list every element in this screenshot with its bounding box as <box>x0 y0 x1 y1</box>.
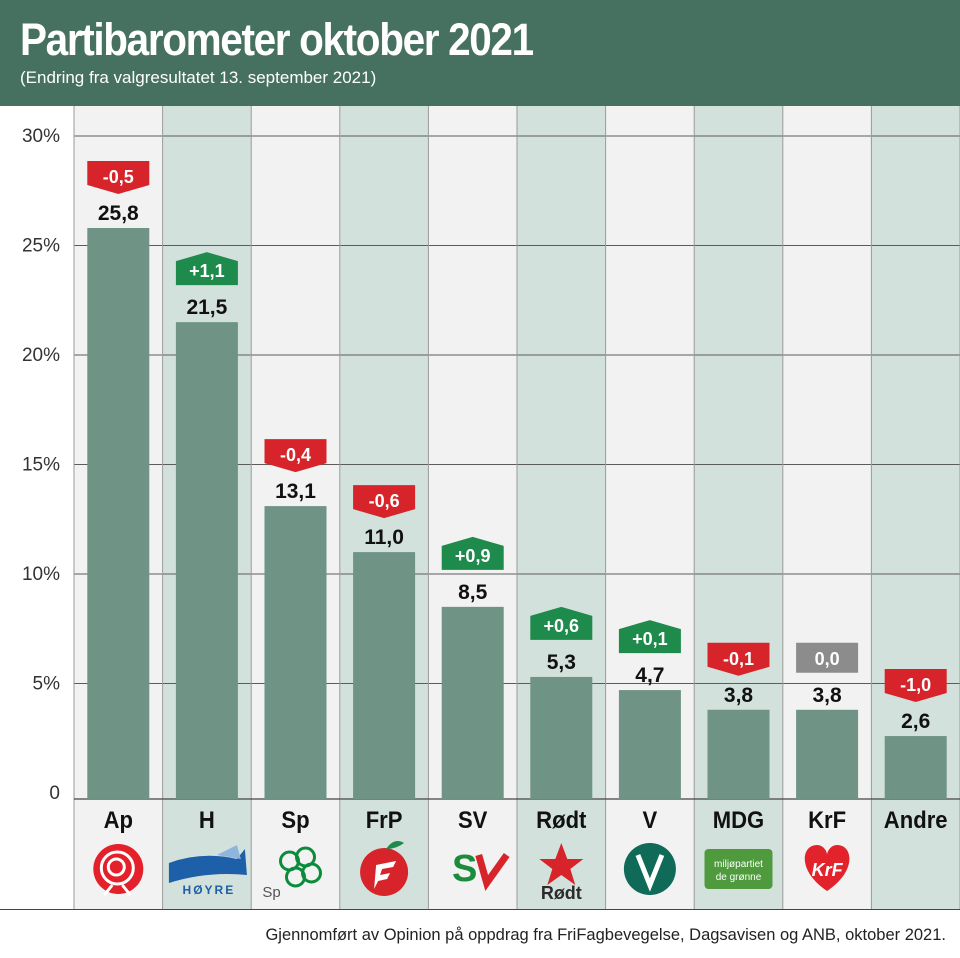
bar-value-label: 3,8 <box>812 684 842 707</box>
bar-value-label: 3,8 <box>724 684 754 707</box>
bar <box>618 690 681 799</box>
change-label: -0,1 <box>723 649 754 669</box>
chart-title: Partibarometer oktober 2021 <box>20 14 534 65</box>
change-label: -0,6 <box>369 491 400 511</box>
svg-text:miljøpartiet: miljøpartiet <box>714 859 763 870</box>
ap-rose-icon <box>93 844 144 896</box>
change-badge: -0,5 <box>87 160 150 194</box>
category-label: Ap <box>104 806 133 833</box>
change-badge-shape <box>884 669 947 703</box>
category-label: H <box>199 806 215 833</box>
bar-value-label: 13,1 <box>275 480 316 503</box>
change-label: 0,0 <box>815 649 840 669</box>
change-label: +0,1 <box>632 629 668 649</box>
venstre-logo-icon <box>623 843 676 895</box>
svg-text:S: S <box>452 848 477 890</box>
change-badge: +0,1 <box>618 620 681 654</box>
change-badge: -0,6 <box>353 485 416 519</box>
change-badge: -0,1 <box>707 642 770 676</box>
mdg-logo-icon: miljøpartiet de grønne <box>704 849 773 889</box>
svg-text:Sp: Sp <box>262 884 280 901</box>
svg-text:de grønne: de grønne <box>716 872 762 883</box>
y-tick-label: 20% <box>22 345 60 366</box>
sp-clover-icon: Sp <box>262 846 322 901</box>
bar <box>707 709 770 799</box>
rodt-star-icon: Rødt <box>539 843 584 903</box>
y-tick-label: 25% <box>22 236 60 257</box>
category-label: SV <box>458 806 488 833</box>
change-badge: 0,0 <box>796 642 859 673</box>
change-badge-shape <box>175 252 238 286</box>
bar-chart: 0 5% 10% 15% 20% 25% 30% 25,8 -0,5 21,5 +1,1 13,1 -0… <box>0 106 960 910</box>
category-label: KrF <box>808 806 846 833</box>
change-label: -1,0 <box>900 675 931 695</box>
change-badge-shape <box>618 620 681 654</box>
bar-value-label: 4,7 <box>635 664 664 687</box>
change-badge: +0,9 <box>441 536 504 570</box>
bar <box>530 676 593 799</box>
change-badge-shape <box>353 485 416 519</box>
bar-value-label: 21,5 <box>186 296 227 319</box>
chart-subtitle: (Endring fra valgresultatet 13. septembe… <box>20 68 377 87</box>
category-label: Sp <box>281 806 309 833</box>
change-badge: -1,0 <box>884 669 947 703</box>
change-label: +1,1 <box>189 261 225 281</box>
svg-text:KrF: KrF <box>812 860 844 880</box>
change-label: +0,6 <box>544 616 580 636</box>
bar-value-label: 25,8 <box>98 202 139 225</box>
header-banner: Partibarometer oktober 2021 (Endring fra… <box>0 0 960 106</box>
category-label: FrP <box>366 806 403 833</box>
svg-text:HØYRE: HØYRE <box>183 883 236 897</box>
change-badge-shape <box>796 642 859 673</box>
sv-logo-icon: S <box>452 848 510 891</box>
change-badge: +1,1 <box>175 252 238 286</box>
y-tick-label: 30% <box>22 126 60 147</box>
change-badge: +0,6 <box>530 606 593 640</box>
category-label: Andre <box>884 806 948 833</box>
category-label: Rødt <box>536 806 587 833</box>
change-badge-shape <box>264 439 327 473</box>
y-tick-label: 15% <box>22 455 60 476</box>
bar-value-label: 5,3 <box>547 651 576 674</box>
source-note: Gjennomført av Opinion på oppdrag fra Fr… <box>265 926 946 944</box>
hoyre-logo-icon: HØYRE <box>168 845 247 897</box>
change-badge-shape <box>441 536 504 570</box>
change-label: -0,4 <box>280 445 311 465</box>
bar <box>441 606 504 799</box>
change-label: +0,9 <box>455 546 491 566</box>
category-label: V <box>643 806 658 833</box>
bar <box>796 709 859 799</box>
y-tick-label: 10% <box>22 564 60 585</box>
change-badge-shape <box>530 606 593 640</box>
bar <box>353 552 416 799</box>
bar <box>884 736 947 799</box>
change-badge: -0,4 <box>264 439 327 473</box>
svg-text:Rødt: Rødt <box>541 883 582 903</box>
frp-apple-icon <box>360 841 409 896</box>
category-label: MDG <box>713 806 764 833</box>
krf-heart-icon: KrF <box>804 845 850 891</box>
change-badge-shape <box>87 160 150 194</box>
change-badge-shape <box>707 642 770 676</box>
bar <box>175 322 238 799</box>
bar-value-label: 11,0 <box>364 526 404 549</box>
y-tick-label: 5% <box>33 674 61 695</box>
bar <box>264 506 327 799</box>
bar-value-label: 8,5 <box>458 581 488 604</box>
y-tick-label: 0 <box>49 783 60 804</box>
change-label: -0,5 <box>103 167 134 187</box>
bar-value-label: 2,6 <box>901 710 930 733</box>
bar <box>87 227 150 800</box>
